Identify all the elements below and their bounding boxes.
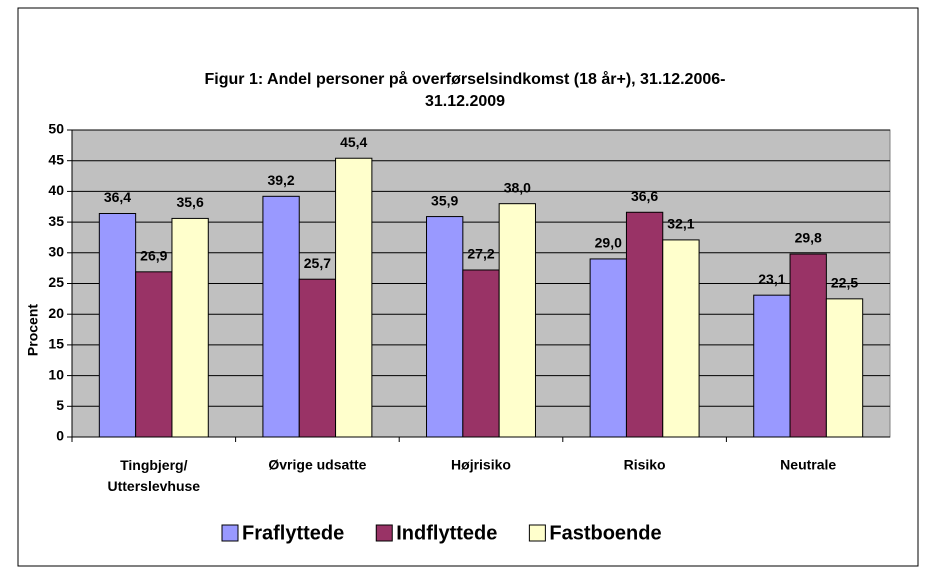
bar	[625, 211, 664, 438]
legend-label: Fastboende	[549, 522, 661, 544]
y-tick-label: 15	[48, 336, 64, 352]
bar	[498, 203, 536, 438]
y-axis-label: Procent	[25, 304, 41, 356]
x-tick-label: Tingbjerg/Utterslevhuse	[108, 457, 201, 494]
data-label: 29,8	[795, 230, 822, 246]
data-label: 22,5	[831, 275, 858, 291]
legend-swatch	[528, 524, 546, 542]
bar	[171, 217, 209, 438]
y-tick-label: 45	[48, 151, 64, 167]
bar	[426, 216, 464, 438]
x-tick-label: Risiko	[624, 457, 666, 473]
data-label: 26,9	[140, 248, 167, 264]
bar	[753, 294, 791, 438]
y-tick-label: 50	[48, 121, 64, 137]
data-label: 39,2	[267, 172, 294, 188]
data-label: 32,1	[667, 216, 694, 232]
data-label: 23,1	[758, 271, 785, 287]
x-tick-label: Øvrige udsatte	[268, 457, 366, 473]
data-label: 25,7	[304, 255, 331, 271]
y-tick-label: 20	[48, 305, 64, 321]
bar	[98, 213, 137, 438]
bar	[298, 278, 337, 438]
y-tick-label: 5	[56, 397, 64, 413]
bar	[589, 258, 627, 438]
y-tick-label: 0	[56, 428, 64, 444]
data-label: 27,2	[467, 246, 494, 262]
legend-label: Indflyttede	[396, 522, 497, 544]
bar	[825, 298, 864, 438]
bar	[262, 195, 300, 438]
legend-swatch	[375, 524, 393, 542]
data-label: 45,4	[340, 134, 367, 150]
bar	[135, 271, 173, 438]
data-label: 29,0	[595, 235, 622, 251]
chart-title: Figur 1: Andel personer på overførselsin…	[205, 70, 726, 110]
data-label: 36,4	[104, 189, 131, 205]
y-tick-label: 25	[48, 274, 64, 290]
x-tick-label: Højrisiko	[451, 457, 511, 473]
y-tick-label: 10	[48, 366, 64, 382]
y-tick-label: 30	[48, 244, 64, 260]
data-label: 36,6	[631, 188, 658, 204]
y-tick-label: 35	[48, 213, 64, 229]
data-label: 35,9	[431, 192, 458, 208]
legend-swatch	[221, 524, 239, 542]
data-label: 38,0	[504, 179, 531, 195]
bar	[462, 269, 500, 438]
data-label: 35,6	[176, 194, 203, 210]
legend-label: Fraflyttede	[242, 522, 344, 544]
bar	[662, 239, 700, 438]
bar	[789, 253, 827, 438]
bar	[335, 157, 373, 438]
y-tick-label: 40	[48, 182, 64, 198]
x-tick-label: Neutrale	[780, 457, 836, 473]
